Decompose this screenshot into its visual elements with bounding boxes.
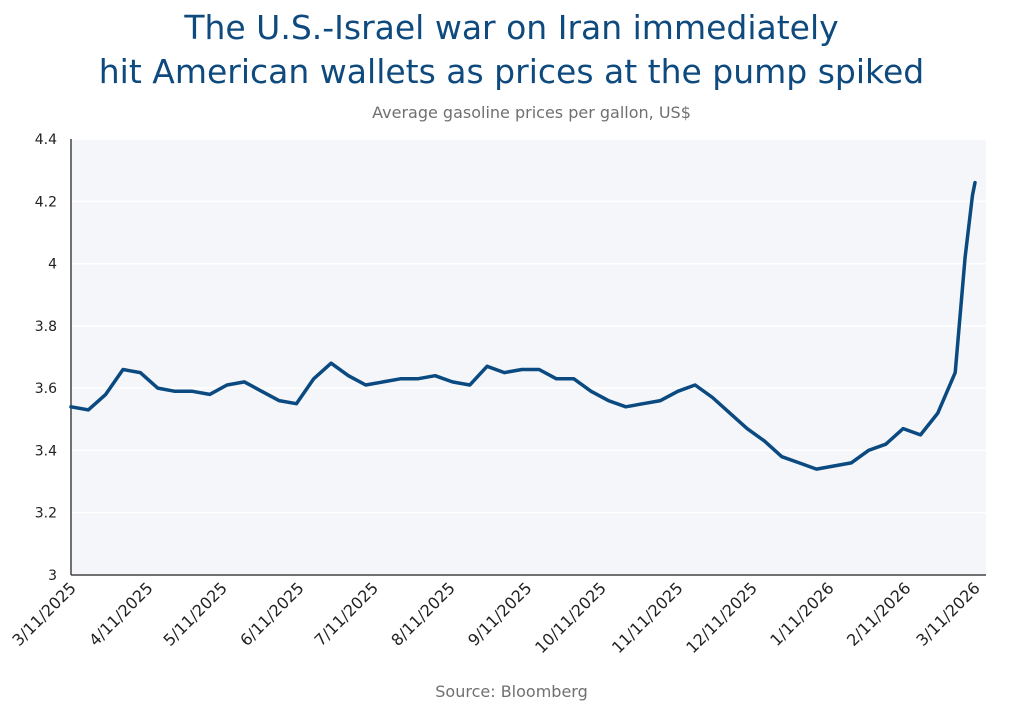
x-tick-label: 8/11/2025	[387, 578, 458, 649]
plot-background	[71, 139, 986, 575]
title-line-1: The U.S.-Israel war on Iran immediately	[184, 8, 839, 47]
x-tick-label: 12/11/2025	[682, 578, 761, 657]
x-tick-label: 9/11/2025	[464, 578, 535, 649]
y-tick-label: 3.6	[35, 381, 57, 397]
x-tick-label: 7/11/2025	[311, 578, 382, 649]
x-tick-label: 3/11/2025	[8, 578, 79, 649]
gas-price-line	[69, 180, 977, 471]
chart-subtitle: Average gasoline prices per gallon, US$	[372, 103, 691, 122]
y-tick-label: 3.2	[35, 506, 57, 522]
y-tick-label: 3.8	[35, 319, 57, 335]
y-tick-label: 4.2	[35, 194, 57, 210]
y-tick-label: 3	[48, 568, 57, 584]
title-line-2: hit American wallets as prices at the pu…	[98, 52, 925, 91]
x-tick-label: 2/11/2026	[843, 578, 914, 649]
chart-title: The U.S.-Israel war on Iran immediately …	[0, 6, 1023, 94]
x-tick-label: 6/11/2025	[236, 578, 307, 649]
x-tick-label: 1/11/2026	[766, 578, 837, 649]
y-tick-label: 4	[48, 257, 57, 273]
y-tick-label: 3.4	[35, 443, 57, 459]
x-tick-label: 4/11/2025	[85, 578, 156, 649]
x-tick-label: 5/11/2025	[159, 578, 230, 649]
x-tick-label: 11/11/2025	[608, 578, 687, 657]
source-note: Source: Bloomberg	[435, 682, 588, 701]
x-tick-label: 10/11/2025	[531, 578, 610, 657]
x-tick-label: 3/11/2026	[912, 578, 983, 649]
y-tick-label: 4.4	[35, 132, 57, 148]
